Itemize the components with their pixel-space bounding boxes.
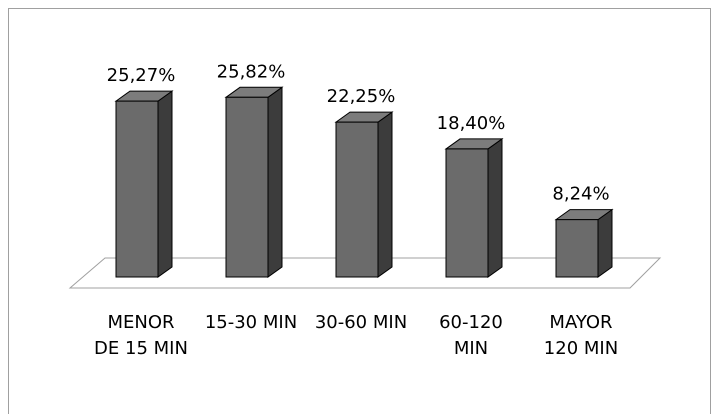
bar-side [267, 86, 283, 278]
bar [115, 100, 159, 278]
x-tick-label: 15-30 MIN [204, 312, 298, 333]
bar-side [597, 208, 613, 278]
value-label: 25,27% [107, 65, 176, 86]
value-label: 25,82% [217, 61, 286, 82]
bar [225, 96, 269, 278]
x-tick-label: 60-120 MIN [439, 312, 503, 359]
bar-side [157, 90, 173, 278]
bar [335, 121, 379, 278]
bar [555, 219, 599, 278]
x-tick-label: MAYOR 120 MIN [543, 312, 619, 359]
bar-side [487, 137, 503, 278]
bar-side [377, 111, 393, 278]
x-tick-label: 30-60 MIN [314, 312, 408, 333]
x-tick-label: MENOR DE 15 MIN [94, 312, 188, 359]
value-label: 18,40% [437, 113, 506, 134]
bar [445, 148, 489, 278]
value-label: 22,25% [327, 86, 396, 107]
value-label: 8,24% [552, 184, 609, 205]
